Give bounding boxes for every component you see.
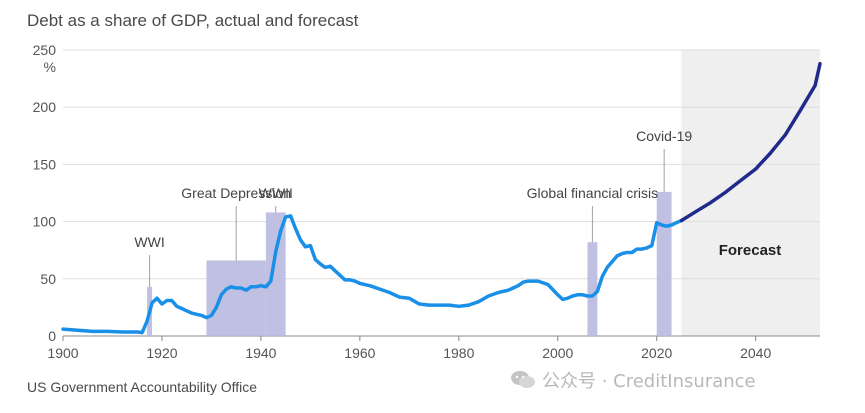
x-tick-label: 1900	[47, 345, 78, 361]
wechat-icon	[511, 371, 535, 388]
y-tick-label: 100	[33, 214, 57, 230]
source-note: US Government Accountability Office	[27, 379, 258, 395]
y-axis-unit: %	[44, 59, 56, 75]
event-bar	[206, 260, 266, 336]
chart-title: Debt as a share of GDP, actual and forec…	[27, 11, 359, 30]
event-bar	[656, 191, 672, 336]
x-tick-label: 1940	[245, 345, 276, 361]
x-tick-label: 1960	[344, 345, 375, 361]
forecast-region	[681, 50, 820, 336]
x-tick-label: 2000	[542, 345, 573, 361]
event-bar	[265, 212, 286, 336]
x-tick-label: 2040	[740, 345, 771, 361]
event-label: Covid-19	[636, 128, 692, 144]
y-tick-label: 250	[33, 42, 57, 58]
event-label: WWII	[259, 185, 293, 201]
y-tick-label: 150	[33, 156, 57, 172]
y-tick-label: 200	[33, 99, 57, 115]
x-tick-label: 1980	[443, 345, 474, 361]
event-label: WWI	[134, 234, 164, 250]
y-tick-label: 50	[40, 271, 56, 287]
x-tick-label: 2020	[641, 345, 672, 361]
actual-debt-line	[61, 214, 684, 335]
event-label: Great Depression	[181, 185, 291, 201]
event-bar	[587, 242, 598, 336]
x-tick-label: 1920	[146, 345, 177, 361]
event-label: Global financial crisis	[527, 185, 659, 201]
forecast-label: Forecast	[719, 242, 782, 259]
y-tick-label: 0	[48, 328, 56, 344]
watermark-text: 公众号 · CreditInsurance	[542, 371, 756, 392]
forecast-debt-line	[679, 61, 822, 223]
watermark: 公众号 · CreditInsurance	[510, 367, 756, 393]
